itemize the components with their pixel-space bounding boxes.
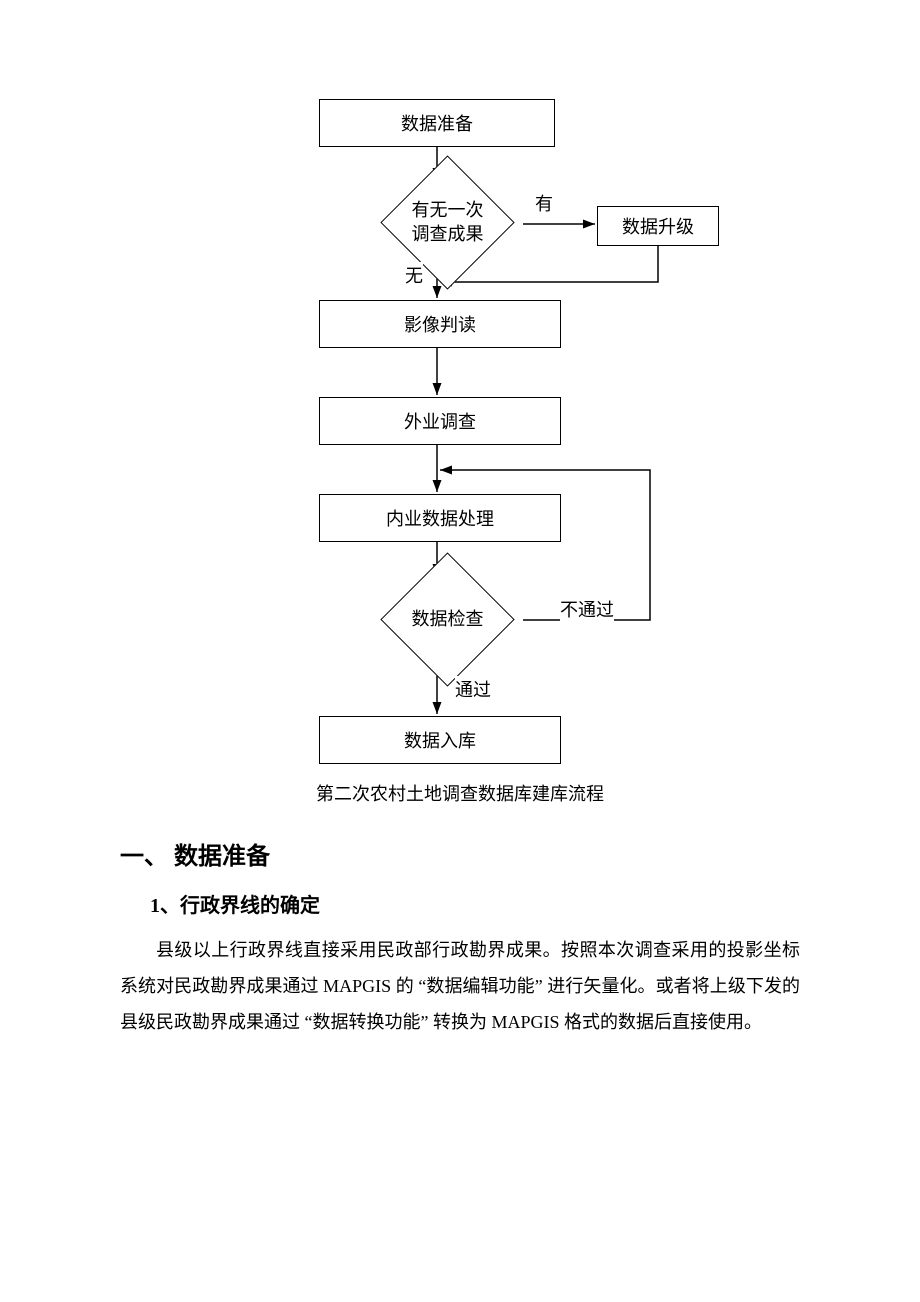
heading-2: 1、行政界线的确定 <box>150 889 800 918</box>
node-data-upgrade: 数据升级 <box>597 206 719 246</box>
edge-label-pass: 通过 <box>455 676 491 702</box>
document-body: 一、 数据准备 1、行政界线的确定 县级以上行政界线直接采用民政部行政勘界成果。… <box>0 836 920 1040</box>
edge-label-no: 无 <box>405 262 423 288</box>
flowchart-caption: 第二次农村土地调查数据库建库流程 <box>0 780 920 806</box>
paragraph: 县级以上行政界线直接采用民政部行政勘界成果。按照本次调查采用的投影坐标系统对民政… <box>120 932 800 1040</box>
node-label: 数据入库 <box>404 727 476 753</box>
node-label-line2: 调查成果 <box>412 223 484 246</box>
node-label: 外业调查 <box>404 408 476 434</box>
flowchart: 数据准备 有无一次 调查成果 数据升级 影像判读 外业调查 内业数据处理 <box>0 0 920 770</box>
node-indoor-processing: 内业数据处理 <box>319 494 561 542</box>
node-label: 数据检查 <box>412 608 484 631</box>
node-decision-prev-survey: 有无一次 调查成果 <box>370 175 525 270</box>
edge-label-yes: 有 <box>535 190 553 216</box>
heading-1: 一、 数据准备 <box>120 836 800 871</box>
node-data-prep: 数据准备 <box>319 99 555 147</box>
node-decision-data-check: 数据检查 <box>370 572 525 667</box>
edge-label-fail: 不通过 <box>560 596 614 622</box>
node-label: 数据升级 <box>622 213 694 239</box>
node-image-interp: 影像判读 <box>319 300 561 348</box>
node-label: 数据准备 <box>401 110 473 136</box>
node-label: 内业数据处理 <box>386 505 494 531</box>
node-label-line1: 有无一次 <box>412 199 484 222</box>
node-field-survey: 外业调查 <box>319 397 561 445</box>
node-label: 影像判读 <box>404 311 476 337</box>
node-data-store: 数据入库 <box>319 716 561 764</box>
